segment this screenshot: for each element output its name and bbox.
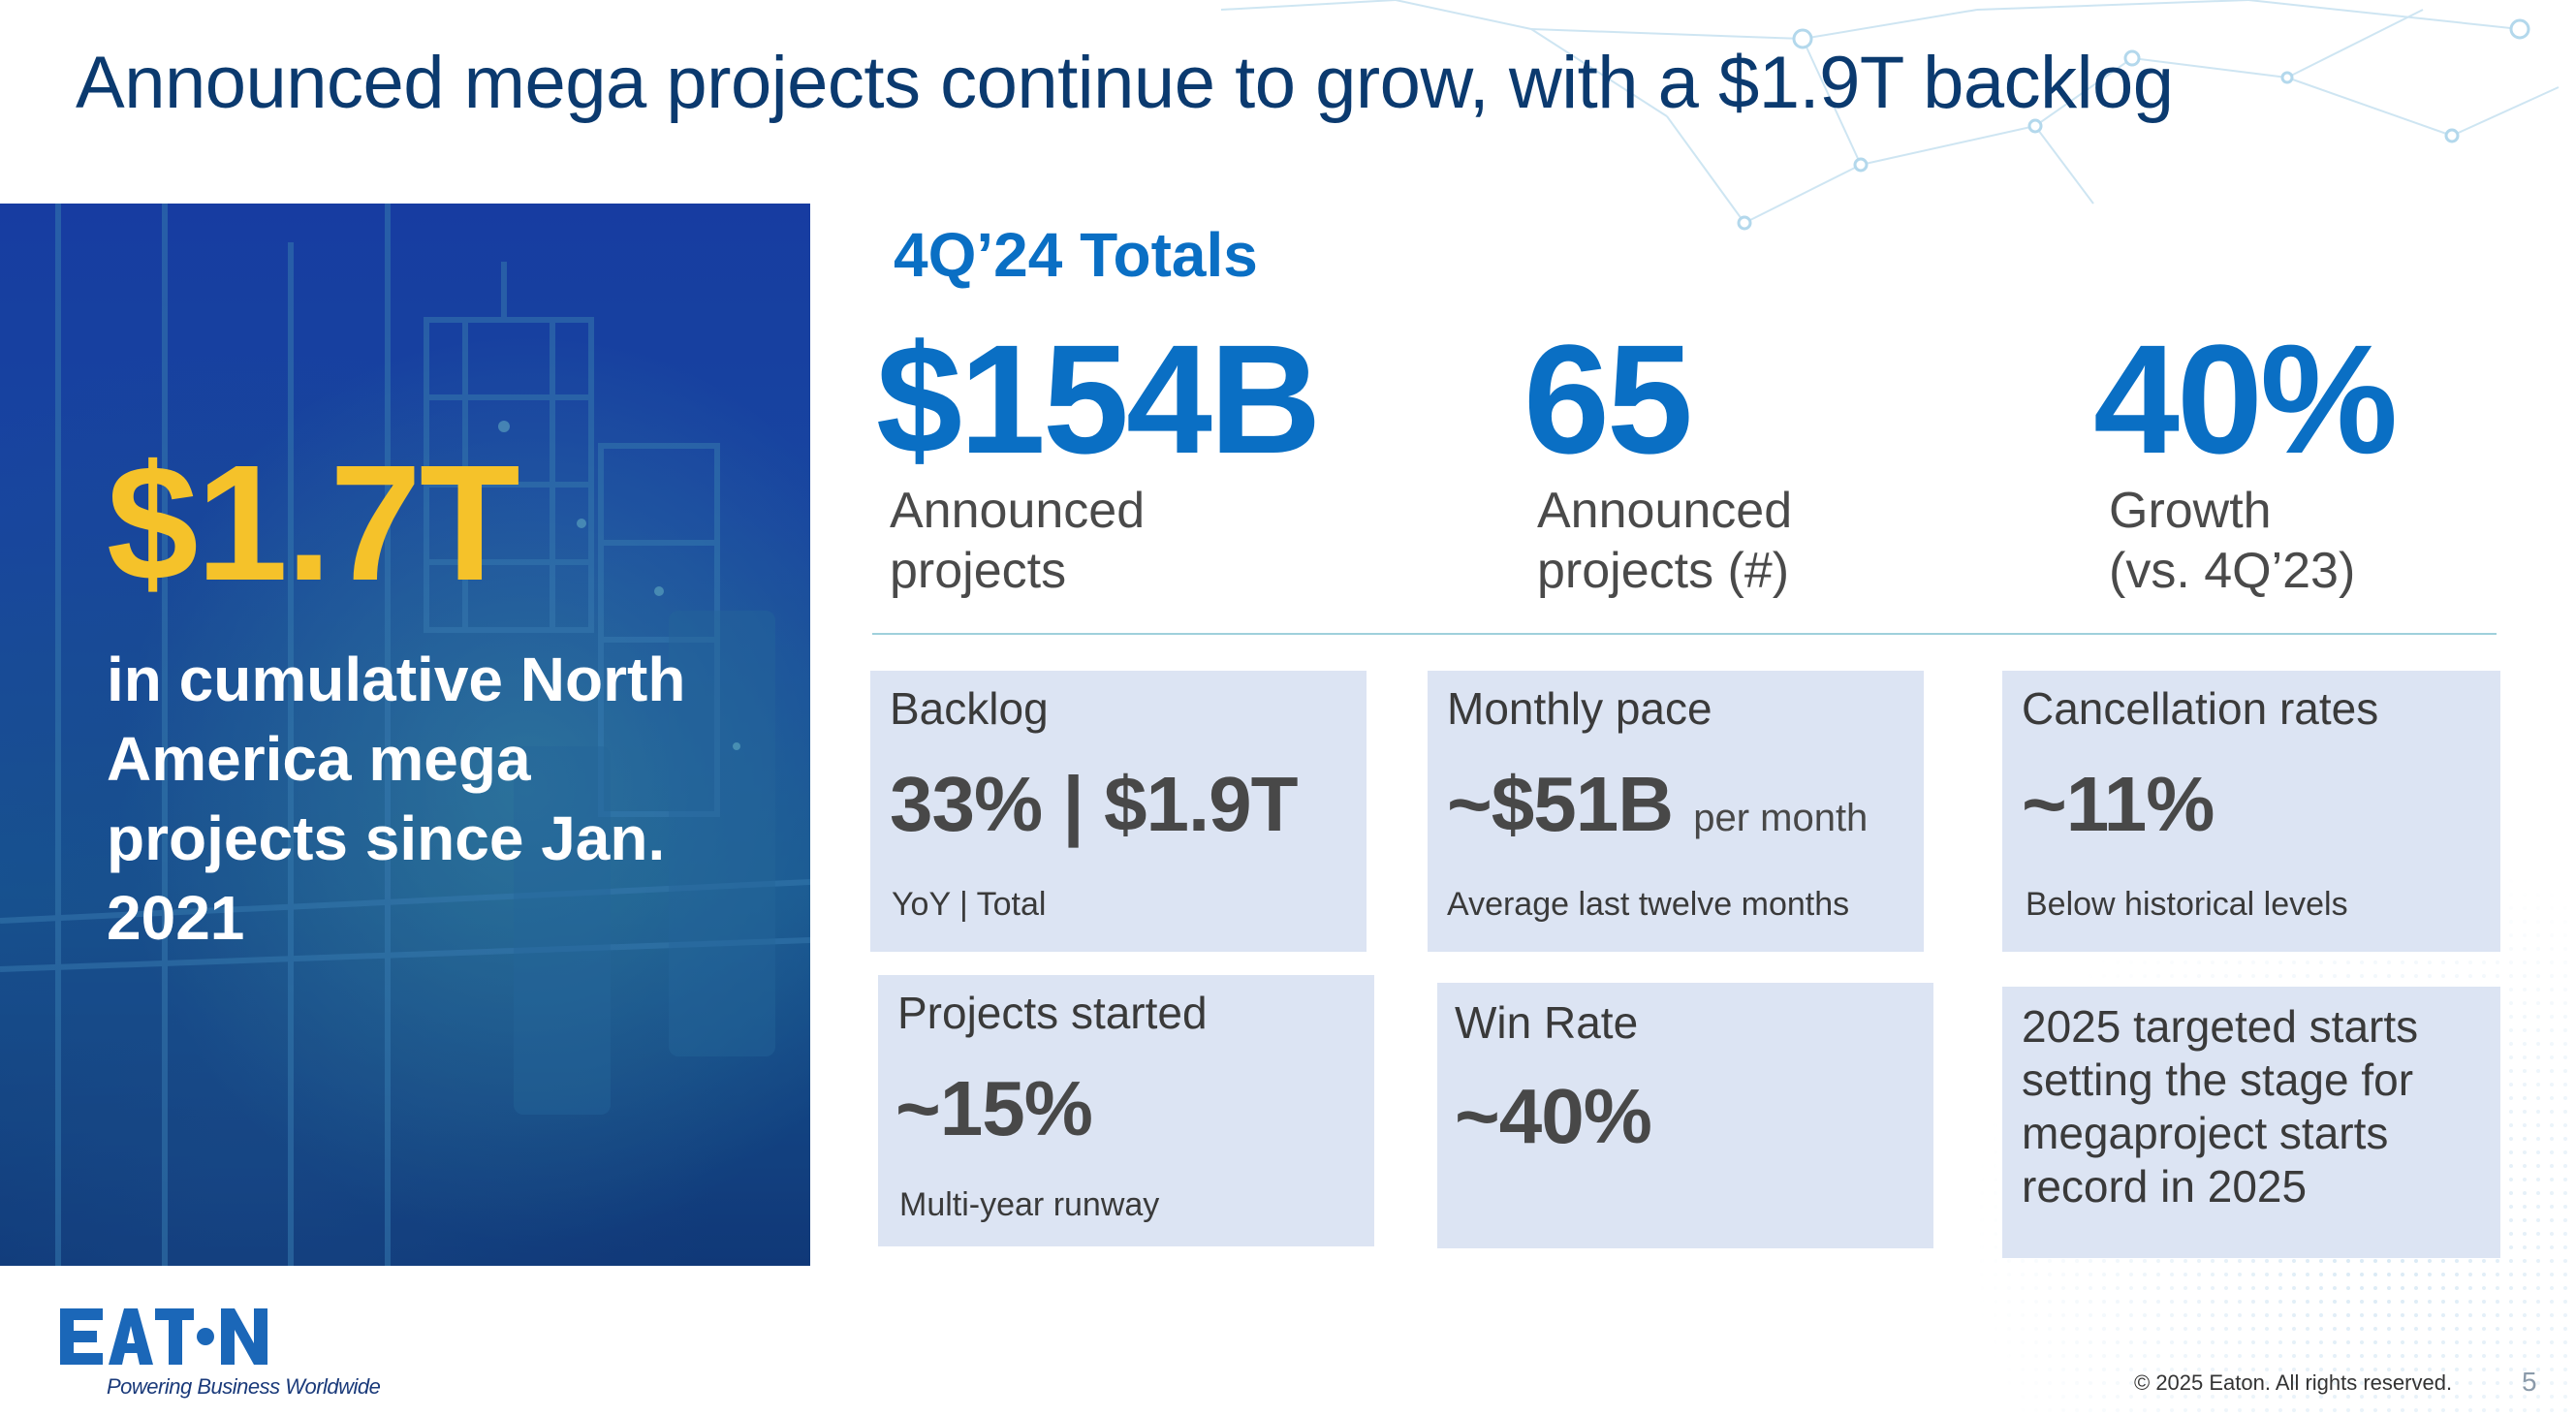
card-title: Monthly pace [1447, 683, 1712, 734]
kpi-count-label: Announced projects (#) [1537, 481, 1792, 601]
card-monthly-pace: Monthly pace ~$51B per month Average las… [1428, 671, 1924, 952]
card-win-rate: Win Rate ~40% [1437, 983, 1933, 1248]
kpi-label-line: (vs. 4Q’23) [2109, 543, 2356, 599]
card-value: 33% | $1.9T [890, 761, 1299, 847]
card-title: Cancellation rates [2022, 683, 2379, 734]
card-value: ~$51B per month [1447, 760, 1868, 849]
card-targeted-starts: 2025 targeted starts setting the stage f… [2002, 987, 2500, 1258]
card-cancellation: Cancellation rates ~11% Below historical… [2002, 671, 2500, 952]
card-value: ~11% [2022, 761, 2215, 847]
card-value-suffix: per month [1693, 797, 1869, 839]
card-value-main: ~$51B [1447, 761, 1674, 847]
kpi-label-line: projects (#) [1537, 543, 1790, 599]
kpi-announced-value: $154B [876, 312, 1321, 486]
hero-value: $1.7T [107, 431, 520, 615]
hero-image-panel: $1.7T in cumulative North America mega p… [0, 204, 810, 1266]
card-value: ~15% [895, 1065, 1093, 1151]
logo-tagline: Powering Business Worldwide [107, 1374, 381, 1399]
page-number: 5 [2522, 1367, 2537, 1397]
kpi-label-line: Announced [1537, 483, 1793, 539]
kpi-label-line: projects [890, 543, 1067, 599]
industrial-plant-illustration [0, 204, 810, 1266]
card-subtitle: Average last twelve months [1447, 886, 1850, 923]
divider [872, 633, 2497, 635]
hero-description: in cumulative North America mega project… [107, 645, 686, 953]
card-subtitle: Below historical levels [2026, 886, 2348, 923]
card-title: Backlog [890, 683, 1049, 734]
card-paragraph: 2025 targeted starts setting the stage f… [2022, 1001, 2419, 1212]
card-value: ~40% [1455, 1073, 1652, 1159]
card-title: Projects started [897, 988, 1208, 1038]
kpi-growth-label: Growth (vs. 4Q’23) [2109, 481, 2355, 601]
kpi-label-line: Growth [2109, 483, 2272, 539]
totals-heading: 4Q’24 Totals [894, 220, 1258, 290]
slide-title: Announced mega projects continue to grow… [76, 42, 2174, 124]
card-title: Win Rate [1455, 997, 1639, 1048]
kpi-announced-label: Announced projects [890, 481, 1145, 601]
network-graphic [1220, 0, 2560, 231]
kpi-growth-value: 40% [2093, 312, 2398, 486]
copyright: © 2025 Eaton. All rights reserved. [2134, 1370, 2453, 1395]
kpi-count-value: 65 [1524, 312, 1693, 486]
card-backlog: Backlog 33% | $1.9T YoY | Total [870, 671, 1367, 952]
card-subtitle: Multi-year runway [899, 1186, 1160, 1223]
eaton-logo [60, 1308, 267, 1365]
card-projects-started: Projects started ~15% Multi-year runway [878, 975, 1374, 1246]
card-subtitle: YoY | Total [892, 886, 1047, 923]
kpi-label-line: Announced [890, 483, 1146, 539]
